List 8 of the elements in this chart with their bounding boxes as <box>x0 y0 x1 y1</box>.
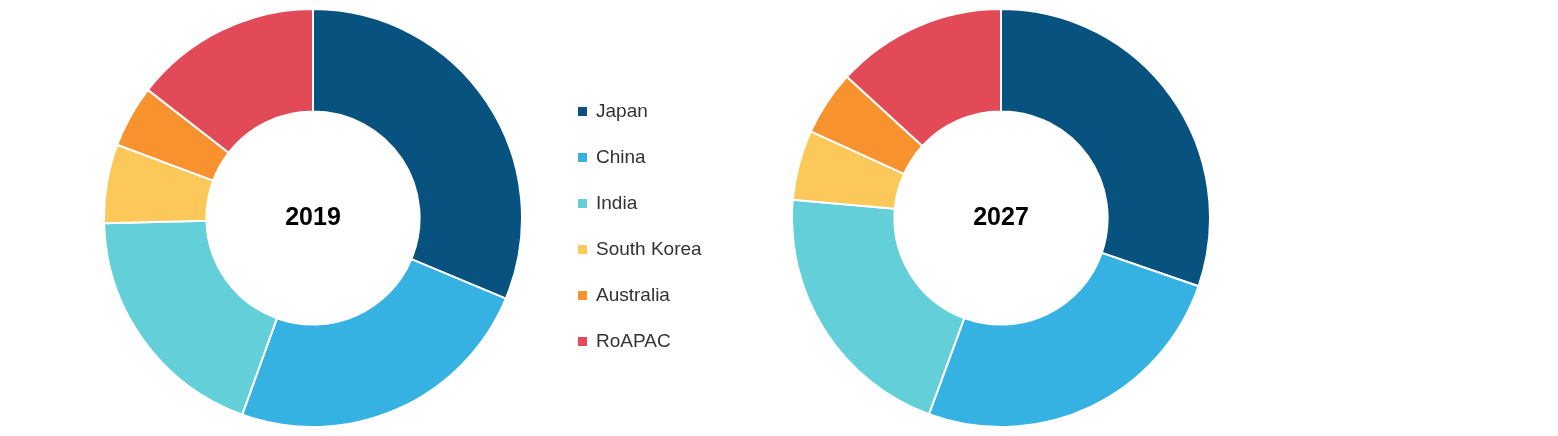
legend-label: China <box>596 146 646 168</box>
text: 2019 <box>285 201 341 230</box>
legend-label: RoAPAC <box>596 330 671 352</box>
legend-label: Japan <box>596 100 648 122</box>
legend-label: Australia <box>596 284 670 306</box>
legend-label: India <box>596 192 638 214</box>
text: 2027 <box>973 201 1029 230</box>
legend-label: South Korea <box>596 238 702 260</box>
